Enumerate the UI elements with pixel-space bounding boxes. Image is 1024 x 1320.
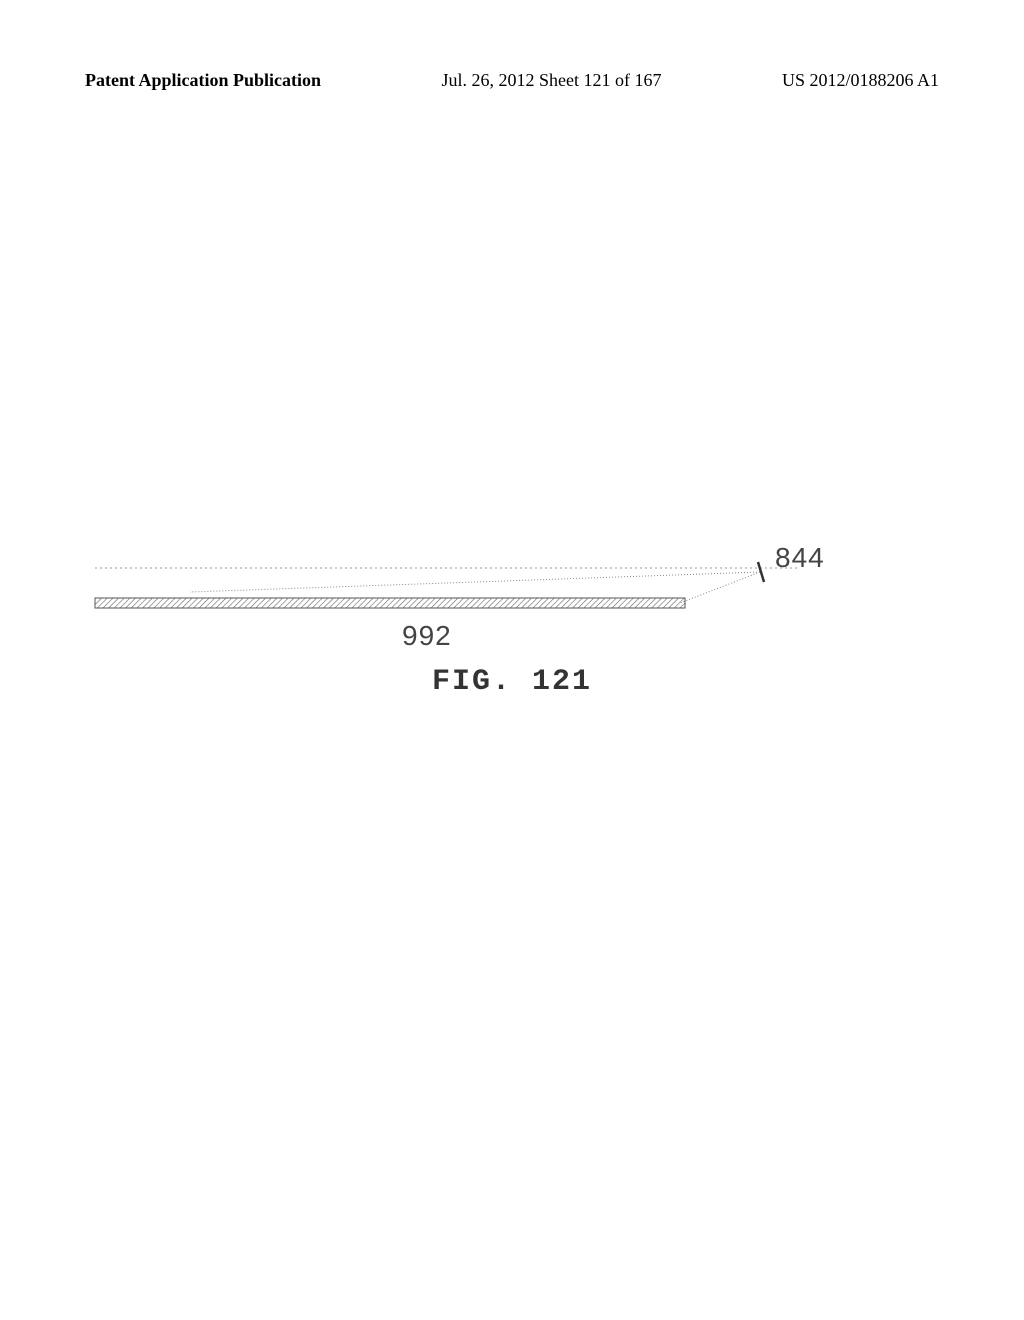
page-header: Patent Application Publication Jul. 26, …	[85, 70, 939, 91]
header-date-sheet: Jul. 26, 2012 Sheet 121 of 167	[442, 70, 662, 91]
reference-tick-844	[758, 562, 764, 582]
ray-lower	[680, 572, 760, 603]
header-publication-type: Patent Application Publication	[85, 70, 321, 91]
hatched-substrate-bar	[95, 598, 685, 608]
figure-caption: FIG. 121	[0, 665, 1024, 699]
reference-label-992: 992	[402, 620, 452, 652]
header-publication-number: US 2012/0188206 A1	[782, 70, 939, 91]
ray-upper	[190, 572, 760, 592]
reference-label-844: 844	[775, 542, 825, 574]
